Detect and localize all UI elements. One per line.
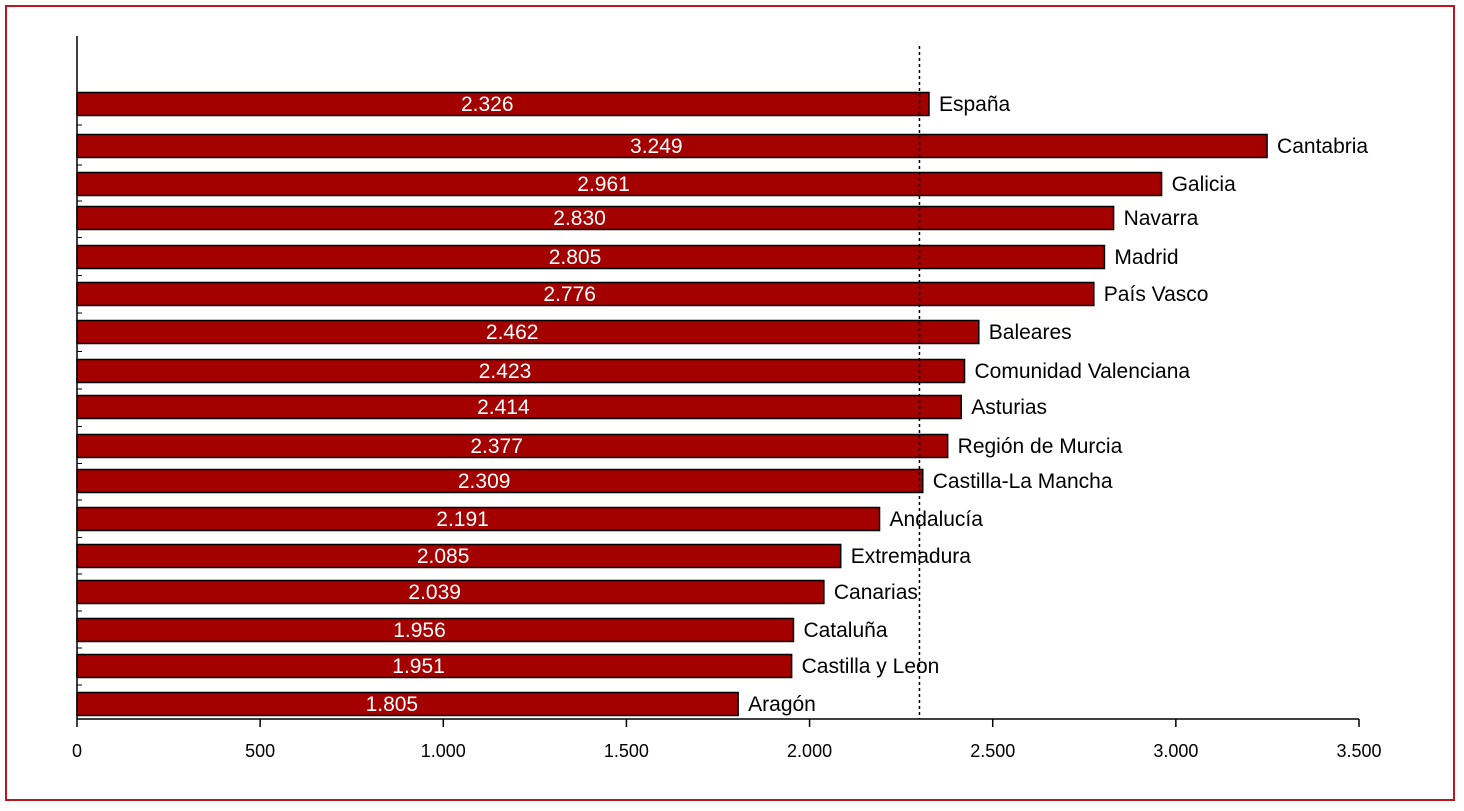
value-label: 1.805 [366, 693, 419, 716]
category-label: Canarias [834, 581, 918, 604]
bars-layer [76, 91, 1268, 717]
x-tick-label: 1.000 [421, 741, 466, 761]
x-tick-label: 3.500 [1336, 741, 1381, 761]
value-label: 2.085 [417, 545, 470, 568]
value-label: 1.951 [392, 655, 445, 678]
category-label: Comunidad Valenciana [975, 360, 1191, 383]
category-label: Cataluña [803, 619, 887, 642]
value-label: 2.961 [577, 173, 630, 196]
value-label: 2.423 [479, 360, 532, 383]
category-label: Cantabria [1277, 135, 1368, 158]
value-label: 2.039 [408, 581, 461, 604]
category-label: Extremadura [851, 545, 972, 568]
category-label: Castilla-La Mancha [933, 470, 1113, 493]
value-label: 2.830 [553, 207, 606, 230]
category-label: Navarra [1124, 207, 1199, 230]
value-label: 2.462 [486, 321, 539, 344]
category-label: Asturias [971, 396, 1047, 419]
category-label: Castilla y Leon [802, 655, 940, 678]
value-label: 3.249 [630, 135, 683, 158]
x-tick-label: 500 [245, 741, 275, 761]
labels-layer: 2.326 España 3.249 Cantabria 2.961 Galicia 2.8… [366, 93, 1369, 716]
axes-layer: 0 500 1.000 1.500 2.000 2.500 3.000 3.500 [72, 36, 1382, 761]
value-label: 2.309 [458, 470, 511, 493]
x-tick-label: 1.500 [604, 741, 649, 761]
category-label: Baleares [989, 321, 1072, 344]
category-label: Región de Murcia [958, 435, 1123, 458]
x-tick-label: 3.000 [1153, 741, 1198, 761]
category-label: Aragón [748, 693, 816, 716]
category-label: País Vasco [1104, 283, 1209, 306]
value-label: 2.377 [470, 435, 523, 458]
category-label: Galicia [1172, 173, 1237, 196]
value-label: 1.956 [393, 619, 446, 642]
category-label: Andalucía [890, 508, 984, 531]
x-tick-label: 2.500 [970, 741, 1015, 761]
value-label: 2.414 [477, 396, 530, 419]
x-tick-label: 0 [72, 741, 82, 761]
x-tick-label: 2.000 [787, 741, 832, 761]
value-label: 2.776 [543, 283, 596, 306]
value-label: 2.326 [461, 93, 514, 116]
value-label: 2.805 [549, 246, 602, 269]
category-label: Madrid [1114, 246, 1178, 269]
value-label: 2.191 [436, 508, 489, 531]
category-label: España [939, 93, 1011, 116]
